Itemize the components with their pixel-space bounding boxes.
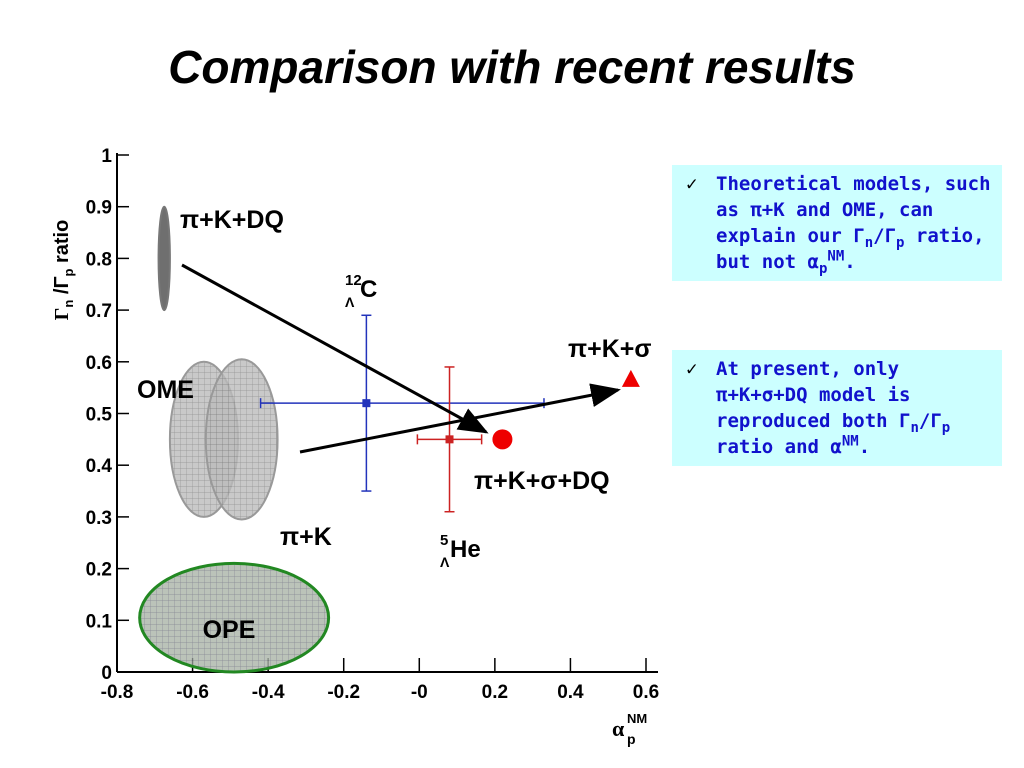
y-tick-label: 0.6 bbox=[86, 353, 112, 374]
note-text: ratio, but not α bbox=[716, 225, 985, 273]
slide-title: Comparison with recent results bbox=[168, 41, 856, 93]
nucleus-symbol: C bbox=[360, 276, 377, 303]
y-label-part: n bbox=[61, 300, 76, 308]
y-label-part: p bbox=[61, 269, 76, 277]
y-label-part: Γ bbox=[51, 308, 73, 321]
y-tick-label: 0.3 bbox=[86, 508, 112, 529]
nucleus-symbol: He bbox=[450, 536, 481, 563]
x-tick-label: 0.2 bbox=[482, 682, 508, 703]
bullet: ✓ bbox=[686, 358, 698, 380]
x-tick-label: -0.6 bbox=[176, 682, 209, 703]
y-tick-label: 0.8 bbox=[86, 249, 112, 270]
arrow bbox=[299, 383, 621, 454]
region-label: π+K+DQ bbox=[180, 206, 284, 234]
data-point bbox=[362, 399, 371, 408]
model-region bbox=[204, 358, 279, 521]
arrow bbox=[181, 263, 489, 434]
y-tick-label: 0.4 bbox=[86, 456, 113, 477]
note-text: /Γ bbox=[918, 410, 942, 432]
note-text: n bbox=[864, 234, 874, 251]
note-text: NM bbox=[827, 248, 845, 265]
y-tick-label: 0.9 bbox=[86, 198, 112, 219]
note-text: n bbox=[910, 419, 919, 436]
note-text: . bbox=[844, 251, 856, 273]
nucleus-mass: 12 bbox=[345, 272, 362, 289]
note-text: . bbox=[858, 436, 871, 458]
data-point bbox=[492, 429, 513, 450]
nucleus-mass: 5 bbox=[440, 532, 448, 549]
nucleus-sub: Λ bbox=[440, 554, 450, 570]
y-tick-label: 0.1 bbox=[86, 611, 113, 632]
region-label: π+K bbox=[280, 523, 332, 551]
model-region bbox=[157, 205, 171, 312]
x-tick-label: -0.8 bbox=[101, 682, 134, 703]
note-text: /Γ bbox=[873, 225, 897, 247]
note-box: ✓ Theoretical models, such as π+K and OME… bbox=[672, 165, 1002, 281]
note-text: At present, only π+K+σ+DQ model is repro… bbox=[716, 358, 911, 432]
x-tick-label: 0.4 bbox=[557, 682, 584, 703]
y-label-part: ratio bbox=[51, 220, 73, 269]
region-label: OPE bbox=[203, 616, 256, 644]
y-axis-label: Γn /Γp ratio bbox=[51, 220, 76, 321]
y-tick-label: 0.2 bbox=[86, 560, 112, 581]
note-text: p bbox=[818, 260, 828, 277]
y-tick-label: 0 bbox=[101, 663, 112, 684]
x-tick-label: 0.6 bbox=[633, 682, 659, 703]
note-box: ✓ At present, only π+K+σ+DQ model is repr… bbox=[672, 350, 1002, 466]
x-axis-label: α bbox=[612, 716, 625, 741]
y-label-part: /Γ bbox=[51, 277, 73, 300]
data-point bbox=[621, 369, 640, 387]
note-text: NM bbox=[841, 433, 859, 450]
note-text: Theoretical models, such as π+K and OME,… bbox=[716, 173, 991, 247]
nucleus-sub: Λ bbox=[345, 294, 355, 310]
model-region bbox=[138, 561, 331, 674]
region-label: OME bbox=[137, 376, 194, 404]
x-tick-label: -0.4 bbox=[252, 682, 285, 703]
note-text: ratio and α bbox=[716, 436, 842, 458]
annotation: π+K+σ+DQ bbox=[474, 467, 610, 495]
y-tick-label: 0.5 bbox=[86, 405, 113, 426]
x-axis-label-sup: NM bbox=[627, 711, 647, 726]
y-tick-label: 0.7 bbox=[86, 301, 112, 322]
annotation: π+K+σ bbox=[568, 335, 652, 363]
x-tick-label: -0.2 bbox=[327, 682, 360, 703]
note-text: p bbox=[896, 234, 905, 251]
x-axis-label-sub: p bbox=[627, 731, 636, 747]
data-point bbox=[445, 435, 454, 444]
bullet: ✓ bbox=[686, 173, 698, 195]
note-text: p bbox=[941, 419, 951, 436]
x-tick-label: -0 bbox=[411, 682, 428, 703]
y-tick-label: 1 bbox=[101, 146, 112, 167]
